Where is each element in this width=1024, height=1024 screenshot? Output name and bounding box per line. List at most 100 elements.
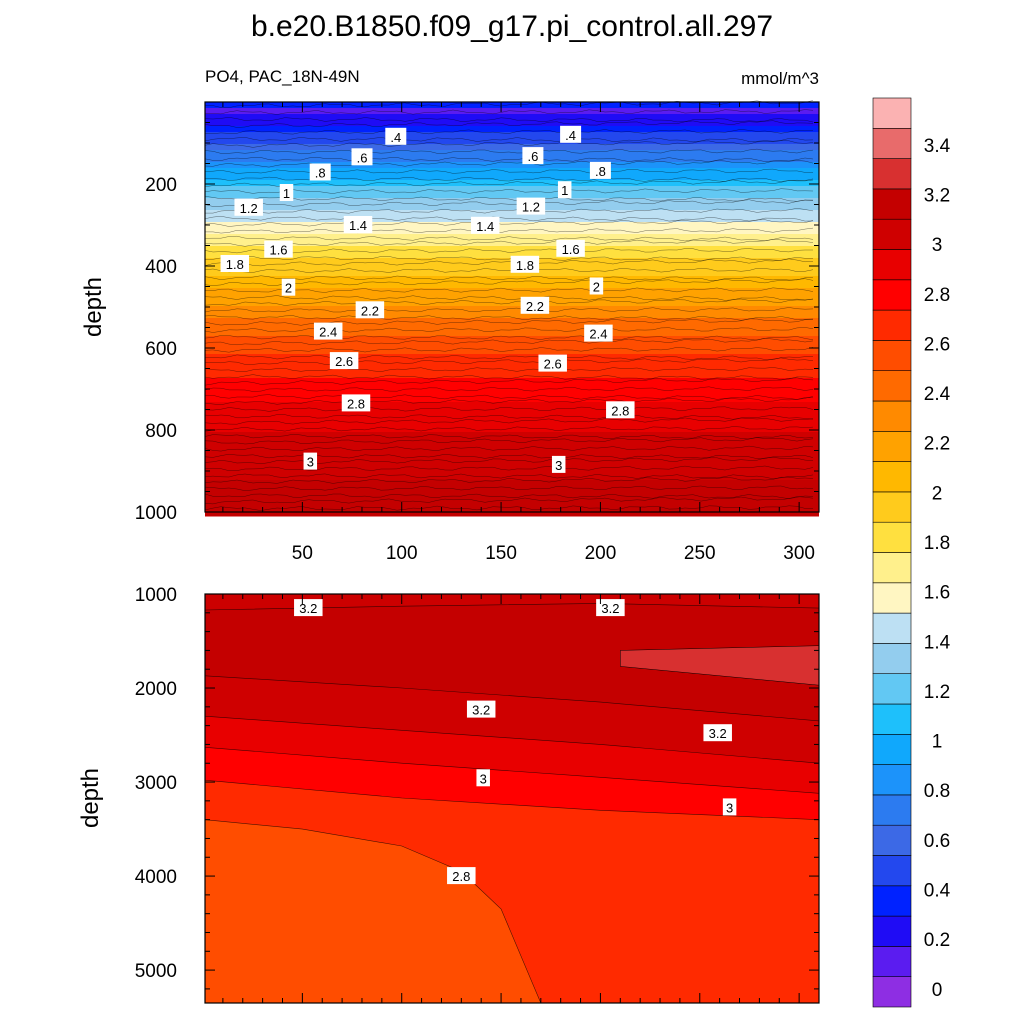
upper-x-tick-label: 300 [783, 543, 815, 564]
upper-contour-line [204, 505, 814, 511]
lower-contour-label: 3.2 [294, 599, 323, 617]
colorbar-cell [872, 400, 912, 432]
upper-y-tick-label: 200 [145, 175, 177, 196]
colorbar-label: 1.4 [924, 632, 951, 653]
upper-contour-label: 2.8 [341, 394, 371, 412]
colorbar-cell [872, 946, 912, 978]
upper-contour-line [204, 287, 814, 293]
upper-fill-band [205, 354, 819, 361]
upper-ticks: 200 400 600 800 1000 50 100 150 200 250 300 [135, 102, 819, 564]
upper-fill-band [205, 126, 819, 133]
upper-fill-band [205, 402, 819, 409]
colorbar-cell [872, 612, 912, 644]
upper-contour-label: 1.4 [470, 216, 500, 234]
colorbar-cell [872, 915, 912, 947]
lower-y-tick-label: 4000 [135, 867, 177, 888]
upper-contour-line [204, 465, 814, 471]
upper-contour-line [204, 437, 814, 445]
colorbar-cell [872, 370, 912, 402]
upper-contour-line [204, 335, 814, 341]
upper-fill-band [205, 198, 819, 205]
upper-fill-band [205, 348, 819, 355]
upper-contour-label: .8 [309, 163, 331, 181]
upper-fill-band [205, 444, 819, 451]
upper-x-tick-label: 100 [386, 543, 418, 564]
lower-contour-line [204, 715, 820, 764]
upper-fill-band [205, 114, 819, 121]
colorbar-cell [872, 188, 912, 220]
upper-contour-line [204, 255, 814, 262]
upper-fill-band [205, 168, 819, 175]
upper-contour-line [204, 476, 814, 484]
colorbar-cell [872, 855, 912, 887]
upper-fill-band [205, 324, 819, 331]
svg-text:2.8: 2.8 [452, 869, 470, 884]
svg-text:3: 3 [480, 771, 487, 786]
upper-contour-line [204, 215, 814, 222]
svg-text:1.4: 1.4 [476, 219, 494, 234]
colorbar-cell [872, 794, 912, 826]
upper-contour-label: 1.8 [220, 255, 250, 272]
upper-contour-line [204, 298, 814, 306]
upper-fill-band [205, 102, 819, 109]
colorbar-cell [872, 582, 912, 614]
upper-contour-line [204, 493, 814, 499]
upper-fill-band [205, 294, 819, 301]
upper-fill-band [205, 384, 819, 391]
upper-contours [204, 100, 814, 511]
lower-contour-label: 2.8 [447, 867, 476, 885]
upper-fill-band [205, 132, 819, 139]
upper-contour-line [204, 235, 814, 242]
colorbar-cell [872, 733, 912, 765]
upper-contour-label: 2.4 [584, 324, 613, 342]
svg-text:.4: .4 [390, 130, 401, 145]
upper-contour-label: .6 [522, 147, 544, 165]
upper-contour-line [204, 417, 814, 425]
upper-contour-line [204, 377, 814, 386]
colorbar-label: 0.2 [924, 930, 950, 951]
colorbar-label: 3 [932, 235, 943, 256]
upper-contour-line [204, 168, 814, 175]
upper-contour-line [204, 219, 814, 227]
svg-text:1: 1 [283, 186, 290, 201]
colorbar-cell [872, 491, 912, 523]
colorbar-label: 1.6 [924, 583, 950, 604]
upper-fill-band [205, 246, 819, 253]
svg-text:2.6: 2.6 [335, 354, 353, 369]
upper-fill-band [205, 108, 819, 115]
svg-text:2.4: 2.4 [589, 327, 607, 342]
upper-contour-line [204, 347, 814, 353]
lower-labels: 3.2 3.2 3.2 3.2 3 3 2.8 [294, 599, 737, 885]
figure-title: b.e20.B1850.f09_g17.pi_control.all.297 [251, 10, 773, 43]
lower-contour-line [204, 747, 820, 794]
upper-contour-line [204, 366, 814, 372]
upper-contour-line [205, 227, 814, 234]
lower-y-tick-label: 1000 [135, 585, 177, 606]
upper-fill-band [205, 420, 819, 427]
upper-fill-band [205, 498, 819, 505]
upper-contour-line [204, 485, 814, 491]
svg-text:2.4: 2.4 [319, 325, 337, 340]
upper-panel: .4.4.6.6.8.81 11.2 1.21.4 1.41.6 1.61.8 1.82 2… [80, 100, 820, 564]
upper-contour-line [205, 394, 814, 400]
colorbar: 0 0.2 0.4 0.6 0.8 1 1.2 1.4 1.6 1.8 2 2.2 2.4 2.6 2.8 3… [872, 97, 951, 1008]
upper-fill-band [205, 216, 819, 223]
upper-contour-line [204, 188, 814, 194]
upper-contour-line [204, 473, 814, 480]
svg-text:2.2: 2.2 [526, 299, 544, 314]
upper-fill-band [205, 330, 819, 337]
upper-contour-line [204, 176, 814, 182]
upper-fill-band [205, 390, 819, 397]
svg-text:.6: .6 [357, 150, 368, 165]
upper-fill-band [205, 462, 819, 469]
upper-contour-label: 2 [589, 277, 604, 295]
upper-contour-line [204, 109, 814, 115]
upper-fill-band [205, 366, 819, 373]
colorbar-cell [872, 430, 912, 462]
upper-contour-line [204, 354, 813, 360]
svg-text:3: 3 [555, 458, 562, 473]
upper-contour-line [204, 327, 814, 333]
upper-contour-label: 2.6 [329, 352, 359, 370]
upper-fill-band [205, 150, 819, 157]
